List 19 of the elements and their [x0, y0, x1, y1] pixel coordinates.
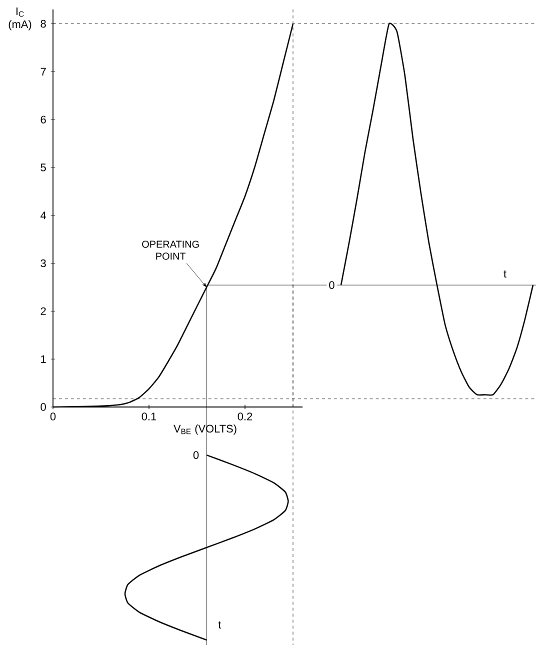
- x-axis-title: V$_{BE}$ (VOLTS): [174, 424, 236, 435]
- y-tick-label: 1: [41, 355, 46, 363]
- y-tick-label: 2: [40, 307, 46, 316]
- annotation: 0: [193, 451, 199, 459]
- y-tick-label: 6: [40, 116, 46, 124]
- y-tick-label: 5: [40, 164, 46, 172]
- annotation: OPERATING POINT: [142, 240, 199, 260]
- x-tick-label: 0.2: [238, 412, 252, 420]
- y-tick-label: 0: [40, 403, 46, 411]
- text: 0: [329, 281, 334, 289]
- annotation: t: [504, 270, 506, 278]
- x-tick-label: 0.1: [142, 412, 156, 420]
- y-tick-label: 3: [40, 259, 46, 268]
- x-tick-label: 0: [50, 412, 56, 420]
- y-tick-label: 7: [40, 68, 46, 76]
- y-tick-label: 8: [40, 20, 46, 28]
- y-axis-title: I$_{C}$ (mA): [8, 8, 32, 30]
- y-tick-label: 4: [40, 212, 46, 220]
- annotation: t: [218, 621, 222, 628]
